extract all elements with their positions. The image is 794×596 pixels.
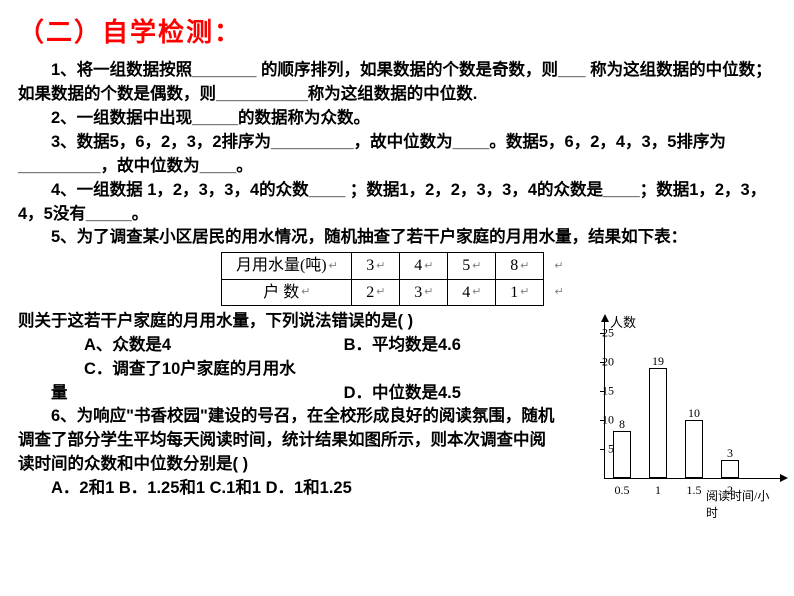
row2-label: 户 数↵ [222,279,352,305]
y-tick-label: 15 [588,382,614,399]
x-tick-label: 1 [655,482,661,499]
bar-value-label: 8 [619,416,625,433]
cell: 5↵ [448,253,496,279]
q3: 3、数据5，6，2，3，2排序为_________，故中位数为____。数据5，… [18,131,776,179]
bar-value-label: 3 [727,445,733,462]
q5-options-line1: A、众数是4 B．平均数是4.6 [18,334,560,358]
row1-label: 月用水量(吨)↵ [222,253,352,279]
x-tick-label: 2 [727,482,733,499]
q4: 4、一组数据 1，2，3，3，4的众数____ ；数据1，2，2，3，3，4的众… [18,179,776,227]
opt-c: C．调查了10户家庭的月用水量 [51,358,306,406]
opt-a: A、众数是4 [51,334,306,358]
cell: 3↵ [352,253,400,279]
row-end: ↵ [544,279,572,305]
cell: 2↵ [352,279,400,305]
y-tick-label: 10 [588,411,614,428]
y-tick-label: 5 [588,440,614,457]
cell: 4↵ [400,253,448,279]
q6-options: A．2和1 B．1.25和1 C.1和1 D．1和1.25 [18,477,560,501]
q1: 1、将一组数据按照_______ 的顺序排列，如果数据的个数是奇数，则___ 称… [18,59,776,107]
q5-stem: 则关于这若干户家庭的月用水量，下列说法错误的是( ) [18,310,560,334]
chart-bar [649,368,667,478]
q5-options-line2: C．调查了10户家庭的月用水量 D．中位数是4.5 [18,358,560,406]
reading-time-chart: 人数 阅读时间/小时 51015202580.5191101.532 [566,310,776,510]
body: 1、将一组数据按照_______ 的顺序排列，如果数据的个数是奇数，则___ 称… [18,59,776,510]
cell: 8↵ [496,253,544,279]
table-row: 户 数↵ 2↵ 3↵ 4↵ 1↵ ↵ [222,279,572,305]
cell: 4↵ [448,279,496,305]
bar-value-label: 19 [652,353,664,370]
section-title: （二）自学检测： [18,12,776,49]
cell: 3↵ [400,279,448,305]
x-axis [604,478,782,479]
y-arrow-icon [601,314,609,322]
y-tick-label: 20 [588,353,614,370]
x-tick-label: 0.5 [615,482,630,499]
x-arrow-icon [780,474,788,482]
x-tick-label: 1.5 [687,482,702,499]
chart-bar [685,420,703,478]
y-tick-label: 25 [588,324,614,341]
water-table: 月用水量(吨)↵ 3↵ 4↵ 5↵ 8↵ ↵ 户 数↵ 2↵ 3↵ 4↵ 1↵ … [221,252,572,305]
water-table-wrap: 月用水量(吨)↵ 3↵ 4↵ 5↵ 8↵ ↵ 户 数↵ 2↵ 3↵ 4↵ 1↵ … [18,252,776,305]
chart-bar [721,460,739,477]
q6-stem: 6、为响应"书香校园"建设的号召，在全校形成良好的阅读氛围，随机调查了部分学生平… [18,405,560,477]
left-column: 则关于这若干户家庭的月用水量，下列说法错误的是( ) A、众数是4 B．平均数是… [18,310,566,501]
q5-intro: 5、为了调查某小区居民的用水情况，随机抽查了若干户家庭的月用水量，结果如下表： [18,226,776,250]
q2: 2、一组数据中出现_____的数据称为众数。 [18,107,776,131]
opt-b: B．平均数是4.6 [311,334,461,358]
chart-bar [613,431,631,477]
x-axis-title: 阅读时间/小时 [706,488,776,523]
table-row: 月用水量(吨)↵ 3↵ 4↵ 5↵ 8↵ ↵ [222,253,572,279]
opt-d: D．中位数是4.5 [311,382,461,406]
bar-value-label: 10 [688,405,700,422]
cell: 1↵ [496,279,544,305]
row-end: ↵ [544,253,572,279]
